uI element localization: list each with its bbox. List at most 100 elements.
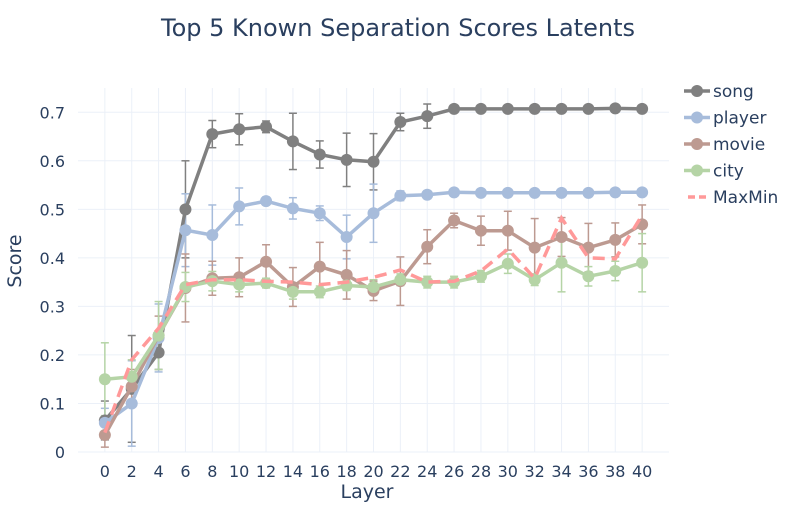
data-point-movie	[421, 240, 434, 253]
legend-label: movie	[713, 135, 765, 155]
y-tick-label: 0.2	[40, 346, 65, 365]
legend-label: city	[713, 162, 744, 182]
x-tick-label: 2	[127, 462, 137, 481]
data-point-city	[98, 373, 111, 386]
data-point-player	[555, 186, 568, 199]
x-tick-label: 40	[632, 462, 652, 481]
data-point-movie	[98, 429, 111, 442]
data-point-player	[286, 202, 299, 215]
x-tick-label: 4	[153, 462, 163, 481]
x-tick-label: 36	[578, 462, 598, 481]
legend-item-song: song	[684, 82, 754, 102]
y-tick-label: 0	[55, 443, 65, 462]
x-tick-label: 6	[180, 462, 190, 481]
legend-item-movie: movie	[684, 135, 765, 155]
data-point-player	[340, 230, 353, 243]
data-point-player	[313, 207, 326, 220]
data-point-city	[152, 329, 165, 342]
data-point-player	[394, 189, 407, 202]
x-tick-label: 24	[417, 462, 437, 481]
data-point-movie	[313, 260, 326, 273]
series-lines	[98, 102, 649, 442]
data-point-song	[636, 102, 649, 115]
data-point-song	[233, 123, 246, 136]
legend-label: MaxMin	[713, 188, 778, 208]
legend: song player movie city MaxMin	[684, 82, 778, 208]
y-tick-label: 0.6	[40, 152, 65, 171]
data-point-city	[394, 273, 407, 286]
data-point-city	[125, 370, 138, 383]
data-point-city	[555, 256, 568, 269]
x-tick-label: 18	[336, 462, 356, 481]
data-point-movie	[501, 224, 514, 237]
data-point-song	[367, 155, 380, 168]
data-point-city	[313, 285, 326, 298]
data-point-player	[609, 186, 622, 199]
x-tick-label: 22	[390, 462, 410, 481]
legend-item-player: player	[684, 109, 766, 129]
x-tick-label: 30	[498, 462, 518, 481]
data-point-movie	[609, 233, 622, 246]
data-point-player	[233, 200, 246, 213]
gridlines	[78, 88, 669, 453]
data-point-movie	[260, 255, 273, 268]
legend-label: song	[713, 82, 754, 102]
data-point-player	[367, 207, 380, 220]
x-tick-label: 20	[363, 462, 383, 481]
data-point-song	[501, 102, 514, 115]
x-tick-label: 28	[471, 462, 491, 481]
data-point-city	[609, 264, 622, 277]
legend-item-city: city	[684, 162, 744, 182]
data-point-city	[367, 280, 380, 293]
data-point-song	[474, 102, 487, 115]
x-tick-label: 0	[100, 462, 110, 481]
x-tick-label: 26	[444, 462, 464, 481]
data-point-movie	[528, 241, 541, 254]
data-point-city	[260, 277, 273, 290]
y-tick-label: 0.7	[40, 103, 65, 122]
x-tick-label: 10	[229, 462, 249, 481]
data-point-player	[179, 224, 192, 237]
legend-marker	[691, 138, 703, 150]
y-tick-label: 0.1	[40, 394, 65, 413]
data-point-song	[555, 102, 568, 115]
legend-marker	[691, 85, 703, 97]
axes: 0 2 4 6 8 10 12 14 16 18 20 22 24 26 28 30 32 34 36 38 4000.…	[40, 103, 653, 481]
data-point-player	[260, 195, 273, 208]
legend-marker	[691, 164, 703, 177]
x-tick-label: 32	[525, 462, 545, 481]
data-point-song	[286, 135, 299, 148]
data-point-movie	[474, 224, 487, 237]
chart-title: Top 5 Known Separation Scores Latents	[160, 14, 635, 42]
x-tick-label: 12	[256, 462, 276, 481]
data-point-player	[421, 188, 434, 201]
data-point-player	[474, 186, 487, 199]
y-tick-label: 0.3	[40, 297, 65, 316]
legend-marker	[691, 111, 703, 124]
data-point-city	[501, 257, 514, 270]
x-tick-label: 16	[310, 462, 330, 481]
data-point-movie	[125, 380, 138, 393]
data-point-song	[528, 102, 541, 115]
data-point-song	[421, 110, 434, 123]
data-point-song	[313, 148, 326, 161]
legend-item-maxmin: MaxMin	[688, 188, 778, 208]
x-tick-label: 8	[207, 462, 217, 481]
data-point-city	[474, 270, 487, 283]
data-point-player	[206, 229, 219, 242]
data-point-player	[501, 186, 514, 199]
data-point-player	[636, 186, 649, 199]
y-tick-label: 0.5	[40, 200, 65, 219]
data-point-city	[636, 256, 649, 269]
data-point-song	[448, 102, 461, 115]
data-point-song	[206, 128, 219, 141]
data-point-song	[582, 102, 595, 115]
data-point-song	[609, 102, 622, 115]
x-tick-label: 34	[551, 462, 571, 481]
data-point-movie	[448, 214, 461, 227]
data-point-player	[528, 186, 541, 199]
x-axis-label: Layer	[341, 481, 394, 503]
data-point-player	[448, 186, 461, 199]
